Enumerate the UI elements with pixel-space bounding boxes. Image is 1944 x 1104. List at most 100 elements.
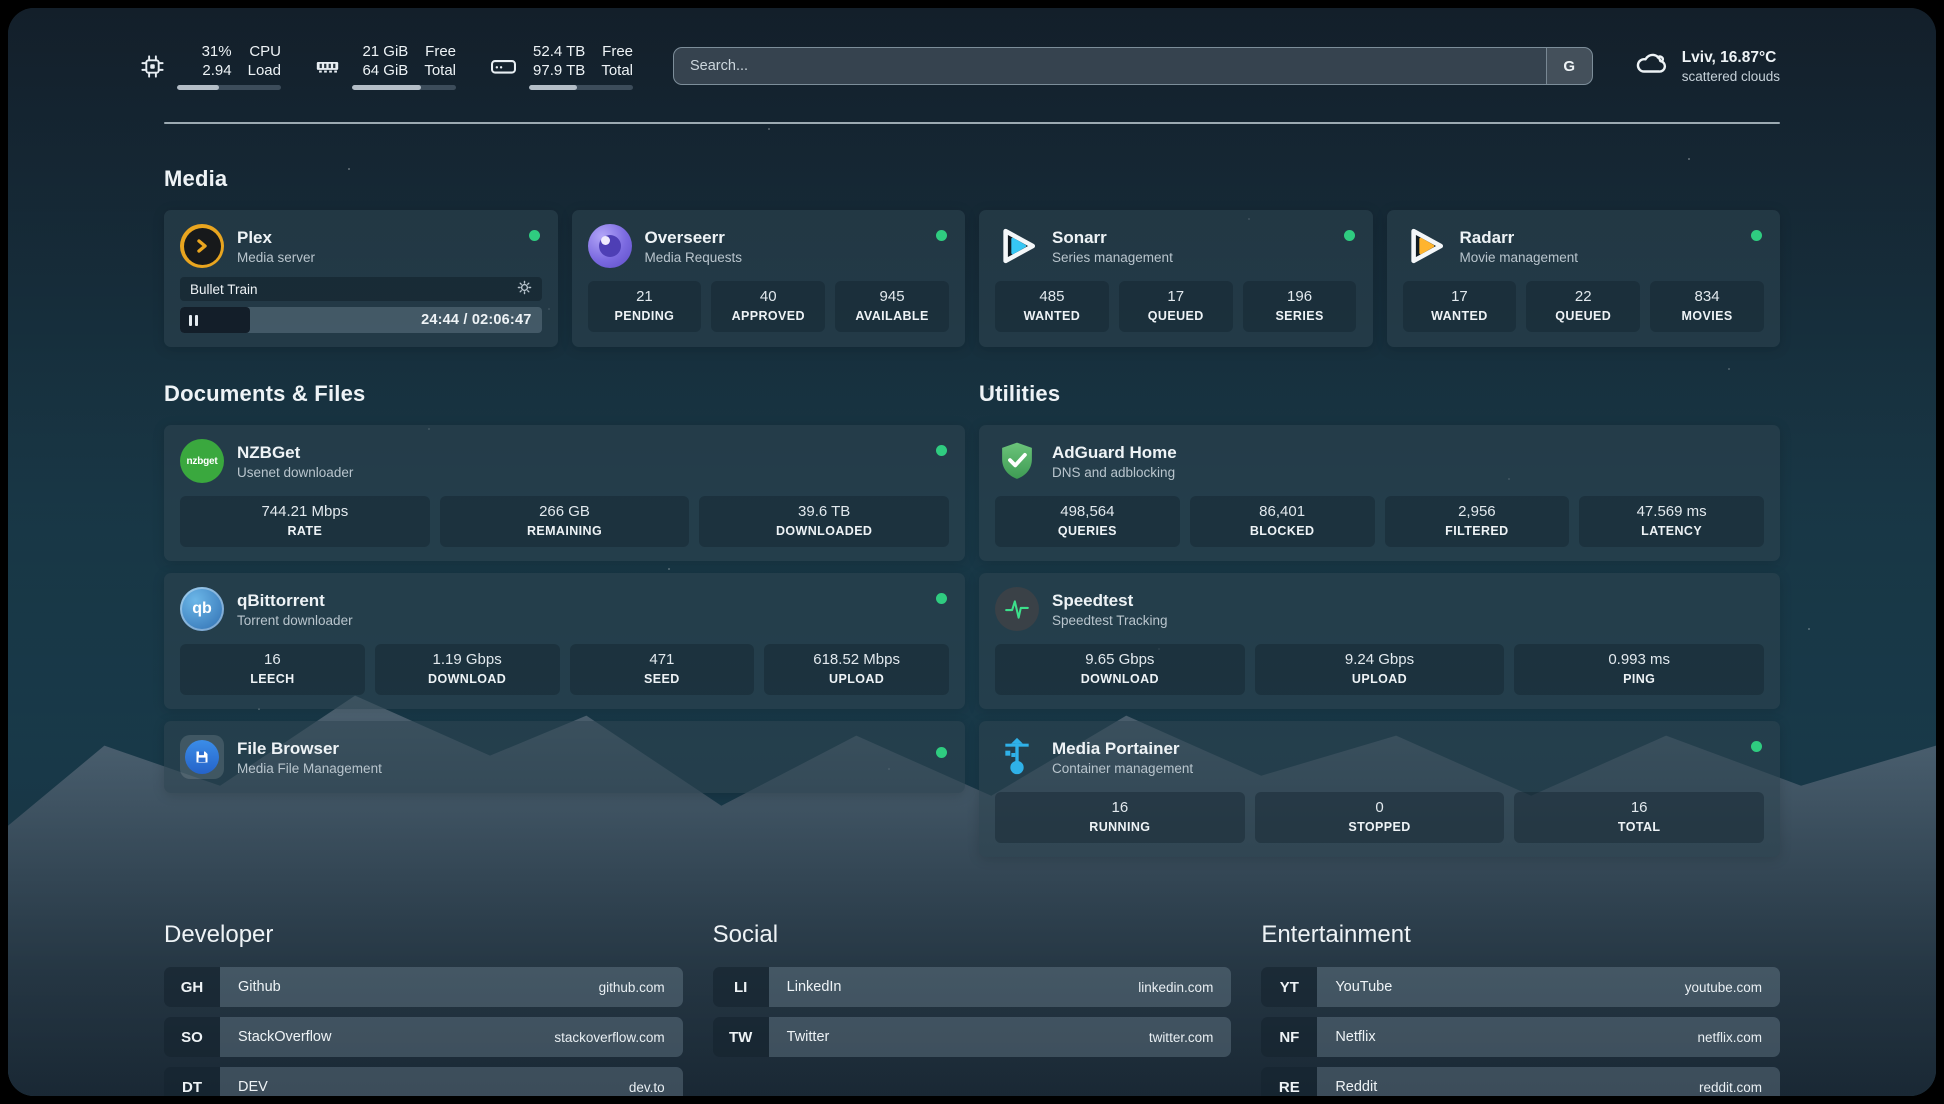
nzbget-card[interactable]: nzbget NZBGet Usenet downloader 744.21 M… xyxy=(164,425,965,561)
nzbget-title: NZBGet xyxy=(237,442,301,462)
search-engine-button[interactable]: G xyxy=(1545,48,1592,84)
radarr-title: Radarr xyxy=(1459,227,1515,247)
documents-section-heading: Documents & Files xyxy=(164,381,366,406)
cpu-chip-icon xyxy=(138,44,166,88)
stat-tile: 40 APPROVED xyxy=(711,281,826,332)
cpu-load-label: Load xyxy=(247,62,281,79)
weather-widget: Lviv, 16.87°C scattered clouds xyxy=(1633,46,1780,87)
memory-progress-track xyxy=(352,85,456,90)
github-abbr-badge: GH xyxy=(164,967,220,1007)
memory-progress-fill xyxy=(352,85,421,90)
cpu-widget: 31% 2.94 CPU Load xyxy=(138,42,281,90)
cpu-load-value: 2.94 xyxy=(202,62,232,79)
plex-now-playing-title: Bullet Train xyxy=(190,281,258,297)
search-input[interactable] xyxy=(674,48,1546,84)
stat-tile: 47.569 ms LATENCY xyxy=(1579,496,1764,547)
qbittorrent-subtitle: Torrent downloader xyxy=(237,612,353,628)
bookmark-stackoverflow[interactable]: SO StackOverflow stackoverflow.com xyxy=(164,1017,683,1057)
portainer-subtitle: Container management xyxy=(1052,760,1194,776)
speedtest-pulse-icon xyxy=(995,587,1039,631)
linkedin-abbr-badge: LI xyxy=(712,967,769,1007)
stat-tile: 834 MOVIES xyxy=(1650,281,1764,332)
entertainment-heading: Entertainment xyxy=(1261,921,1411,948)
sonarr-status-dot xyxy=(1343,230,1355,241)
stat-tile: 0 STOPPED xyxy=(1254,792,1505,843)
nzbget-status-dot xyxy=(936,445,947,456)
filebrowser-title: File Browser xyxy=(237,738,340,758)
speedtest-card[interactable]: Speedtest Speedtest Tracking 9.65 Gbps D… xyxy=(979,573,1780,709)
stat-tile: 86,401 BLOCKED xyxy=(1189,496,1375,547)
bookmark-netflix[interactable]: NF Netflix netflix.com xyxy=(1261,1017,1780,1057)
social-bookmark-group: Social LI LinkedIn linkedin.com TW Twitt… xyxy=(712,921,1232,1096)
bookmark-youtube[interactable]: YT YouTube youtube.com xyxy=(1261,967,1780,1007)
stat-tile: 945 AVAILABLE xyxy=(835,281,949,332)
portainer-card[interactable]: Media Portainer Container management 16 … xyxy=(979,721,1780,857)
weather-location-temp: Lviv, 16.87°C xyxy=(1681,48,1777,66)
bookmark-linkedin[interactable]: LI LinkedIn linkedin.com xyxy=(712,967,1232,1007)
nzbget-subtitle: Usenet downloader xyxy=(237,464,354,480)
portainer-title: Media Portainer xyxy=(1052,738,1180,758)
cpu-progress-track xyxy=(177,85,281,90)
disk-progress-track xyxy=(529,85,633,90)
radarr-card[interactable]: Radarr Movie management 17 WANTED 22 QUE… xyxy=(1386,210,1780,347)
system-topbar: 31% 2.94 CPU Load xyxy=(138,38,1780,94)
stat-tile: 0.993 ms PING xyxy=(1514,644,1765,695)
speedtest-subtitle: Speedtest Tracking xyxy=(1052,612,1168,628)
stat-tile: 266 GB REMAINING xyxy=(439,496,690,547)
portainer-status-dot xyxy=(1751,741,1762,752)
stat-tile: 196 SERIES xyxy=(1242,281,1357,332)
stat-tile: 744.21 Mbps RATE xyxy=(180,496,430,547)
netflix-abbr-badge: NF xyxy=(1261,1017,1318,1057)
entertainment-bookmark-group: Entertainment YT YouTube youtube.com NF … xyxy=(1261,921,1780,1096)
sonarr-card[interactable]: Sonarr Series management 485 WANTED 17 Q… xyxy=(979,210,1373,347)
header-divider xyxy=(164,122,1780,124)
plex-elapsed-segment xyxy=(180,307,251,333)
portainer-crane-icon xyxy=(995,735,1039,779)
dashboard-window: 31% 2.94 CPU Load xyxy=(8,8,1936,1096)
stat-tile: 9.24 Gbps UPLOAD xyxy=(1254,644,1505,695)
disk-progress-fill xyxy=(529,85,577,90)
bookmark-dev[interactable]: DT DEV dev.to xyxy=(164,1067,683,1096)
stat-tile: 1.19 Gbps DOWNLOAD xyxy=(374,644,560,695)
plex-playback-bar[interactable]: 24:44 / 02:06:47 xyxy=(180,307,542,333)
stackoverflow-abbr-badge: SO xyxy=(164,1017,220,1057)
sonarr-title: Sonarr xyxy=(1052,227,1107,247)
overseerr-card[interactable]: Overseerr Media Requests 21 PENDING 40 A… xyxy=(571,210,965,347)
radarr-subtitle: Movie management xyxy=(1459,249,1579,265)
bookmark-twitter[interactable]: TW Twitter twitter.com xyxy=(712,1017,1232,1057)
memory-total-value: 64 GiB xyxy=(362,62,409,79)
memory-free-label: Free xyxy=(425,43,456,60)
bookmark-reddit[interactable]: RE Reddit reddit.com xyxy=(1261,1067,1780,1096)
bookmark-github[interactable]: GH Github github.com xyxy=(164,967,683,1007)
developer-bookmark-group: Developer GH Github github.com SO StackO… xyxy=(164,921,683,1096)
plex-card[interactable]: Plex Media server Bullet Train xyxy=(164,210,558,347)
filebrowser-card[interactable]: File Browser Media File Management xyxy=(164,721,965,793)
nzbget-icon: nzbget xyxy=(180,439,224,483)
social-heading: Social xyxy=(712,921,779,948)
stat-tile: 2,956 FILTERED xyxy=(1384,496,1570,547)
youtube-abbr-badge: YT xyxy=(1261,967,1318,1007)
disk-drive-icon xyxy=(488,44,518,88)
weather-condition: scattered clouds xyxy=(1681,68,1780,84)
filebrowser-subtitle: Media File Management xyxy=(237,760,382,776)
disk-total-value: 97.9 TB xyxy=(533,62,586,79)
pause-icon[interactable] xyxy=(189,314,192,326)
dev-abbr-badge: DT xyxy=(164,1067,220,1096)
overseerr-subtitle: Media Requests xyxy=(644,249,743,265)
memory-total-label: Total xyxy=(424,62,456,79)
stat-tile: 22 QUEUED xyxy=(1526,281,1641,332)
adguard-card[interactable]: AdGuard Home DNS and adblocking 498,564 … xyxy=(979,425,1780,561)
stat-tile: 471 SEED xyxy=(569,644,755,695)
cpu-usage-label: CPU xyxy=(249,43,281,60)
disk-widget: 52.4 TB 97.9 TB Free Total xyxy=(488,42,633,90)
stat-tile: 9.65 Gbps DOWNLOAD xyxy=(995,644,1245,695)
stat-tile: 498,564 QUERIES xyxy=(995,496,1180,547)
plex-session-settings-icon[interactable] xyxy=(517,280,532,298)
overseerr-icon xyxy=(587,224,632,268)
adguard-subtitle: DNS and adblocking xyxy=(1052,464,1176,480)
sonarr-subtitle: Series management xyxy=(1052,249,1173,265)
radarr-status-dot xyxy=(1751,230,1762,241)
qbittorrent-card[interactable]: qb qBittorrent Torrent downloader 16 LEE… xyxy=(164,573,965,709)
sonarr-icon xyxy=(995,224,1039,268)
overseerr-title: Overseerr xyxy=(644,227,725,247)
